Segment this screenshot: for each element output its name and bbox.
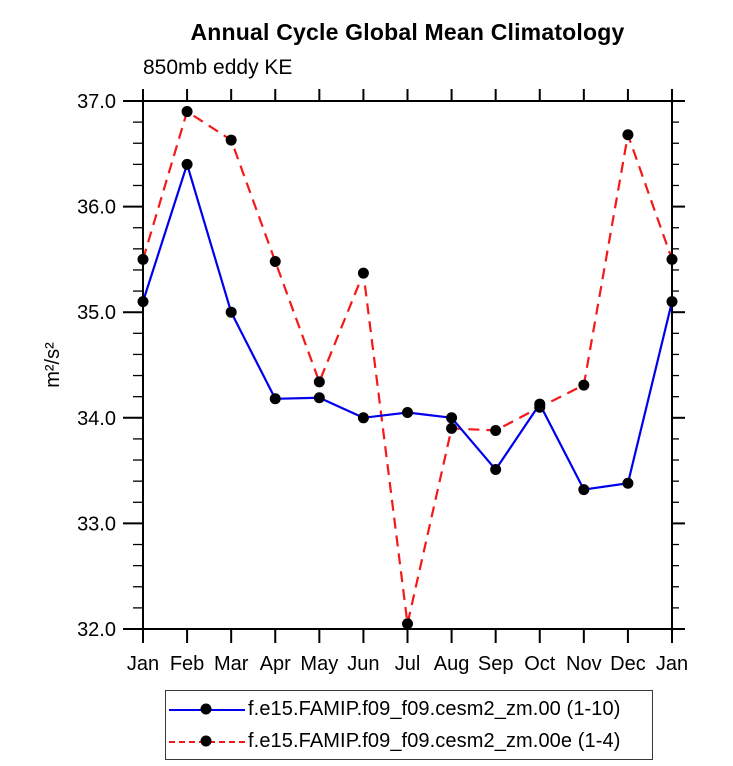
svg-text:33.0: 33.0 — [77, 513, 116, 535]
svg-text:Aug: Aug — [434, 653, 470, 675]
legend-marker-dot-icon — [200, 703, 212, 715]
legend-row: f.e15.FAMIP.f09_f09.cesm2_zm.00 (1-10) — [166, 693, 652, 725]
svg-text:Jul: Jul — [395, 653, 421, 675]
legend-label: f.e15.FAMIP.f09_f09.cesm2_zm.00 (1-10) — [248, 697, 621, 720]
svg-text:Sep: Sep — [478, 653, 514, 675]
svg-text:Feb: Feb — [170, 653, 204, 675]
y-axis-minor-ticks — [133, 121, 679, 609]
svg-text:Jun: Jun — [347, 653, 379, 675]
legend-dashed-line-sample — [169, 725, 245, 757]
legend-marker-dot-icon — [200, 735, 212, 747]
series-markers-1 — [137, 106, 678, 630]
svg-text:32.0: 32.0 — [77, 619, 116, 641]
svg-text:Jan: Jan — [127, 653, 159, 675]
svg-text:Dec: Dec — [610, 653, 646, 675]
legend-solid-line-sample — [169, 693, 245, 725]
series-line-1 — [141, 109, 674, 624]
svg-text:May: May — [300, 653, 338, 675]
svg-text:Oct: Oct — [524, 653, 556, 675]
series-markers-0 — [137, 158, 678, 496]
y-axis-tick-labels: 32.0 33.0 34.0 35.0 36.0 37.0 — [77, 91, 116, 641]
series-line-0 — [141, 160, 674, 491]
svg-text:Jan: Jan — [656, 653, 688, 675]
svg-text:37.0: 37.0 — [77, 91, 116, 113]
plot-frame — [142, 100, 673, 630]
svg-text:36.0: 36.0 — [77, 197, 116, 219]
svg-text:35.0: 35.0 — [77, 302, 116, 324]
svg-text:Mar: Mar — [214, 653, 249, 675]
x-axis-ticks-bottom — [142, 629, 673, 643]
y-axis-title: m²/s² — [42, 342, 64, 388]
y-axis-major-ticks — [123, 100, 685, 630]
svg-text:Nov: Nov — [566, 653, 602, 675]
legend-row: f.e15.FAMIP.f09_f09.cesm2_zm.00e (1-4) — [166, 725, 652, 757]
x-axis-month-labels: Jan Feb Mar Apr May Jun Jul Aug Sep Oct Nov Dec Jan — [127, 653, 688, 675]
legend-label: f.e15.FAMIP.f09_f09.cesm2_zm.00e (1-4) — [248, 729, 621, 752]
svg-text:34.0: 34.0 — [77, 408, 116, 430]
svg-text:Apr: Apr — [260, 653, 291, 675]
chart-subtitle: 850mb eddy KE — [143, 56, 293, 79]
legend-box: f.e15.FAMIP.f09_f09.cesm2_zm.00 (1-10) f… — [165, 690, 653, 760]
x-axis-ticks-top — [142, 89, 673, 101]
chart-title: Annual Cycle Global Mean Climatology — [190, 19, 625, 45]
